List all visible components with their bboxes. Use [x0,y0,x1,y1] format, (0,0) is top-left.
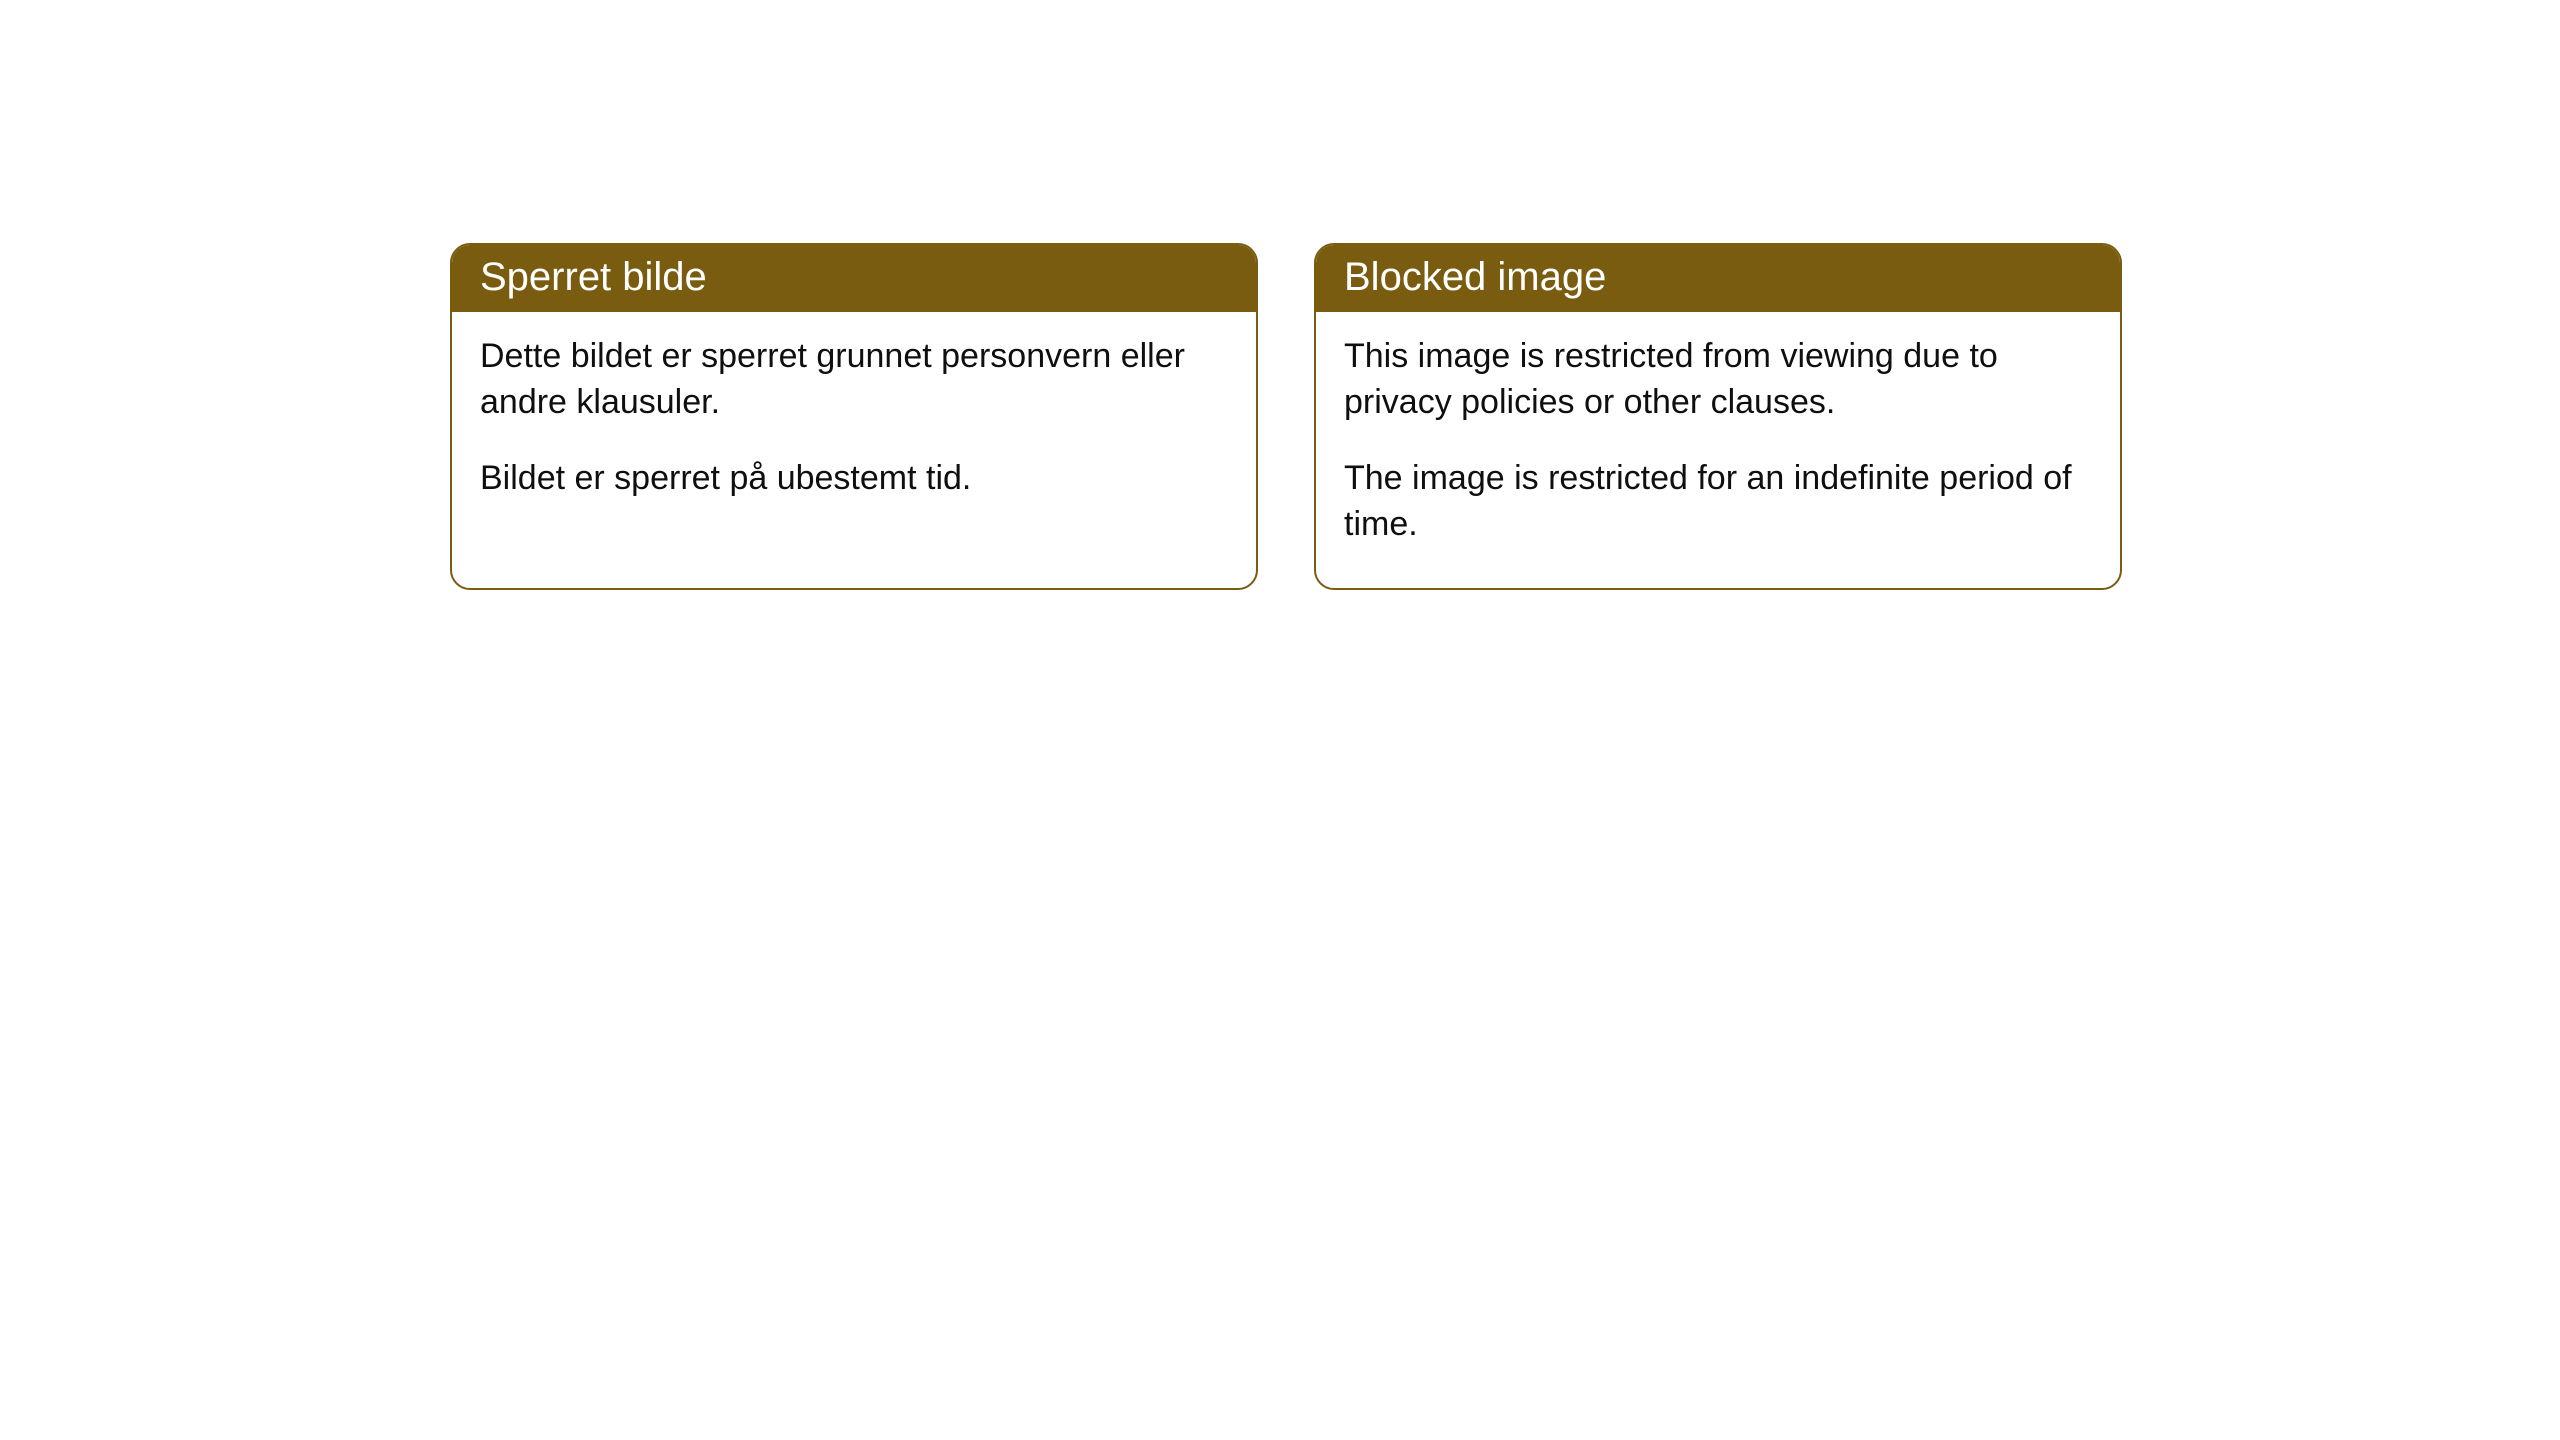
card-paragraph: Bildet er sperret på ubestemt tid. [480,456,1228,502]
card-blocked-image-en: Blocked image This image is restricted f… [1314,243,2122,590]
card-blocked-image-no: Sperret bilde Dette bildet er sperret gr… [450,243,1258,590]
cards-container: Sperret bilde Dette bildet er sperret gr… [0,0,2560,590]
card-paragraph: The image is restricted for an indefinit… [1344,456,2092,548]
card-paragraph: This image is restricted from viewing du… [1344,334,2092,426]
card-body-en: This image is restricted from viewing du… [1316,312,2120,588]
card-header-en: Blocked image [1316,245,2120,312]
card-header-no: Sperret bilde [452,245,1256,312]
card-body-no: Dette bildet er sperret grunnet personve… [452,312,1256,542]
card-paragraph: Dette bildet er sperret grunnet personve… [480,334,1228,426]
